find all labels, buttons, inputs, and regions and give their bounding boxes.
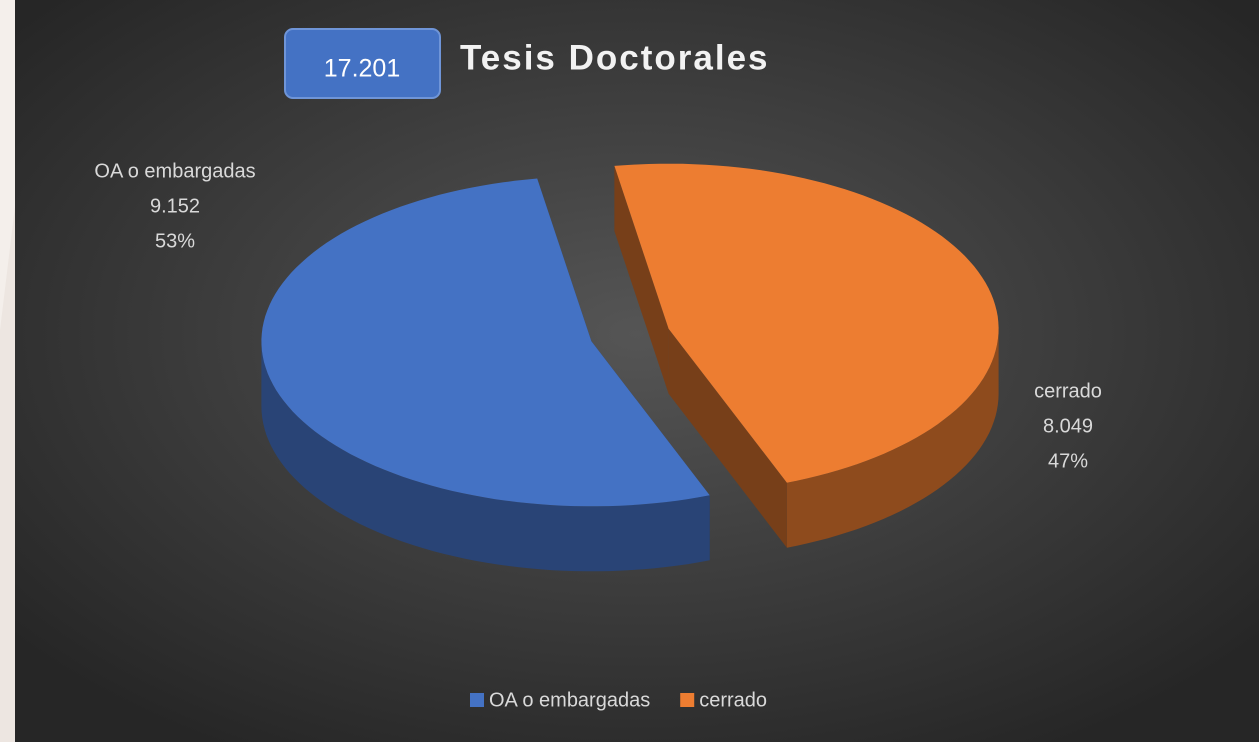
data-label-value: 8.049 xyxy=(1043,415,1093,437)
chart-area xyxy=(15,0,1259,742)
data-label-category: cerrado xyxy=(1034,380,1102,402)
total-badge xyxy=(284,28,441,99)
slice xyxy=(614,163,999,483)
chart-title: Tesis Doctorales xyxy=(460,38,770,77)
slice-side xyxy=(261,341,710,572)
slice xyxy=(261,178,710,507)
data-label-percentage: 47% xyxy=(1048,450,1088,472)
pie xyxy=(261,163,999,572)
data-labels: OA o embargadas 9.152 53% cerrado 8.049 47% xyxy=(94,160,1102,472)
slice-cut-face xyxy=(668,328,787,548)
slice-cut-face xyxy=(614,165,669,394)
data-label-category: OA o embargadas xyxy=(94,160,255,182)
slice-side xyxy=(786,328,999,548)
data-label-percentage: 53% xyxy=(155,230,195,252)
total-label: 17.201 xyxy=(324,55,400,83)
legend-label: OA o embargadas xyxy=(489,689,650,711)
legend-swatch xyxy=(680,693,695,707)
legend: OA o embargadas cerrado xyxy=(470,689,767,711)
data-label-value: 9.152 xyxy=(150,195,200,217)
legend-swatch xyxy=(470,693,484,707)
legend-label: cerrado xyxy=(699,689,767,711)
